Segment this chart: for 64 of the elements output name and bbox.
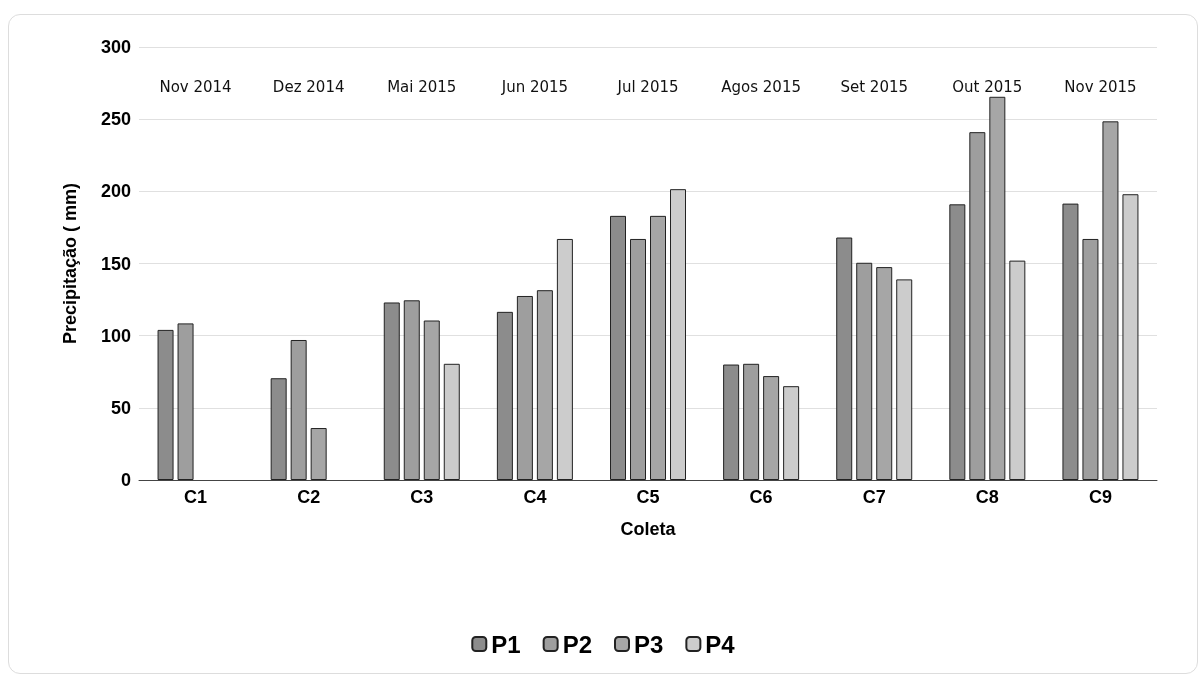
- x-axis-title: Coleta: [620, 519, 677, 539]
- bar: [516, 295, 533, 480]
- bar: [157, 329, 174, 480]
- bar: [496, 311, 513, 480]
- bar: [443, 363, 460, 480]
- bar: [1009, 260, 1026, 480]
- bar: [290, 340, 307, 480]
- bar: [270, 378, 287, 480]
- bar: [630, 238, 646, 480]
- annotation: Jul 2015: [616, 78, 679, 96]
- bar: [783, 386, 800, 480]
- bar: [949, 204, 966, 480]
- y-tick-label: 50: [110, 397, 131, 418]
- x-tick-label: C2: [297, 487, 321, 507]
- bar: [723, 364, 740, 480]
- bar: [876, 267, 893, 480]
- bar: [650, 215, 666, 480]
- y-axis-title: Precipitação ( mm): [60, 182, 80, 345]
- x-tick-label: C3: [410, 487, 434, 507]
- bar: [403, 300, 420, 480]
- legend-label: P3: [634, 630, 664, 658]
- x-tick-label: C5: [636, 487, 660, 507]
- x-tick-label: C7: [862, 487, 886, 507]
- legend-label: P2: [562, 630, 592, 658]
- annotation: Jun 2015: [500, 78, 569, 96]
- bar: [423, 320, 440, 480]
- bar: [670, 189, 686, 480]
- annotation: Agos 2015: [721, 78, 801, 96]
- y-tick-label: 300: [100, 37, 131, 57]
- y-tick-label: 150: [100, 253, 131, 274]
- bar: [383, 302, 400, 480]
- x-tick-label: C9: [1088, 487, 1112, 507]
- bar: [743, 363, 760, 480]
- x-tick-label: C1: [184, 487, 208, 507]
- y-tick-label: 250: [100, 109, 131, 130]
- x-tick-label: C6: [749, 487, 773, 507]
- y-tick-label: 200: [100, 181, 131, 202]
- bar: [896, 279, 913, 480]
- bar: [1082, 238, 1099, 480]
- bar: [177, 323, 194, 480]
- bar: [610, 215, 626, 480]
- annotation: Mai 2015: [387, 78, 457, 96]
- bar: [556, 238, 573, 480]
- annotation: Set 2015: [840, 78, 909, 96]
- annotation: Nov 2014: [159, 78, 232, 96]
- bar: [836, 237, 853, 480]
- y-tick-label: 0: [120, 470, 131, 490]
- bar: [310, 428, 327, 480]
- legend-label: P4: [705, 630, 736, 658]
- x-tick-label: C4: [523, 487, 547, 507]
- bar: [856, 262, 873, 480]
- bar: [969, 132, 986, 480]
- legend-label: P1: [491, 630, 521, 658]
- annotation: Dez 2014: [272, 78, 345, 96]
- annotation: Out 2015: [952, 78, 1023, 96]
- annotation: Nov 2015: [1064, 78, 1137, 96]
- x-tick-label: C8: [975, 487, 999, 507]
- y-tick-label: 100: [100, 325, 131, 346]
- bar: [1062, 203, 1079, 480]
- bar: [1102, 121, 1119, 480]
- bar: [989, 96, 1006, 480]
- bar: [763, 376, 780, 480]
- bar: [536, 290, 553, 480]
- bar: [1122, 194, 1139, 480]
